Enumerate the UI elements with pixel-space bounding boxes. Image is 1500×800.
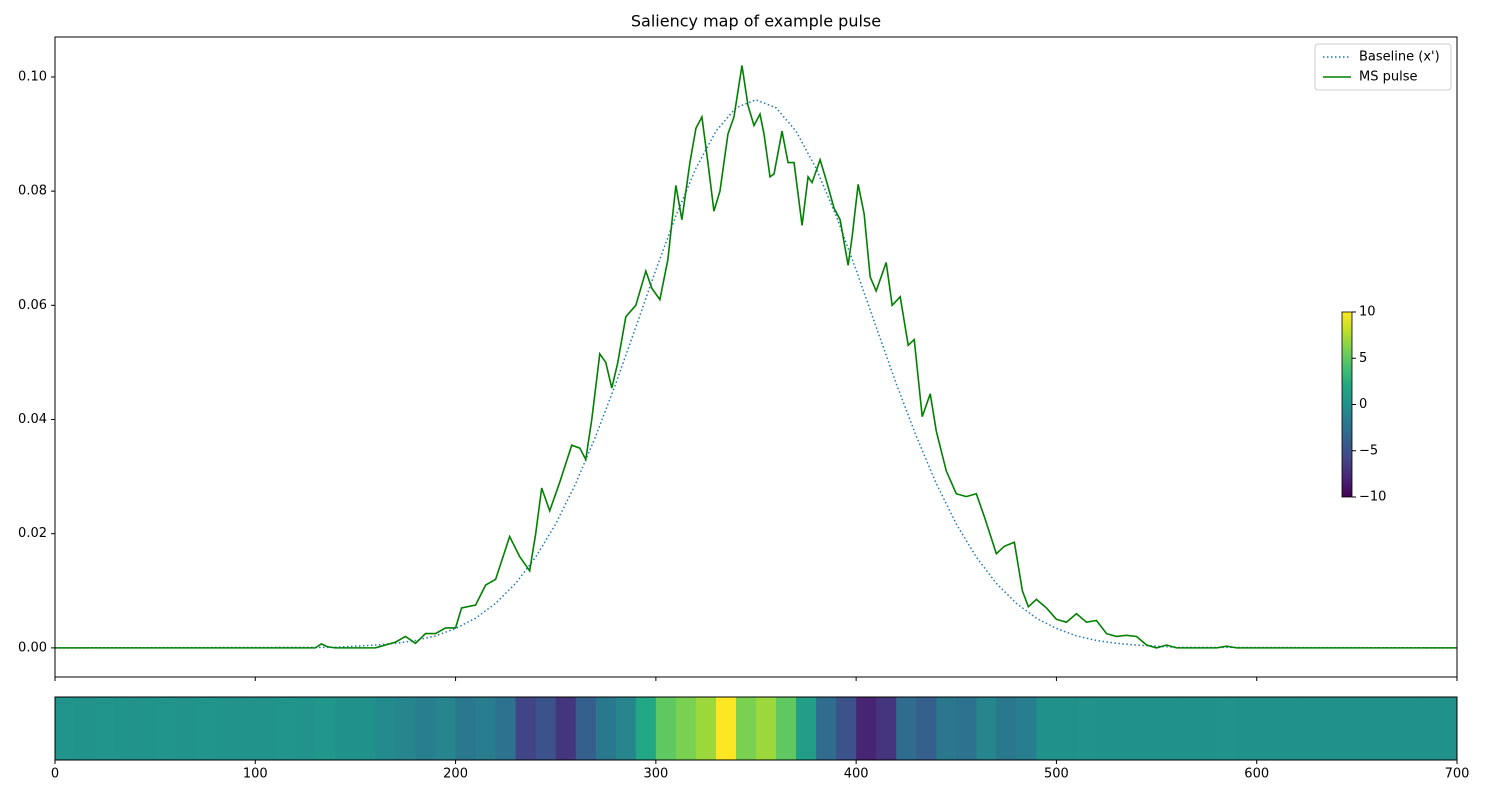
heatmap-cell <box>555 697 577 760</box>
heatmap-cell <box>675 697 697 760</box>
colorbar-tick-label: −10 <box>1359 490 1386 505</box>
heatmap-cell <box>1236 697 1258 760</box>
heatmap-cell <box>395 697 417 760</box>
heatmap-cell <box>575 697 597 760</box>
heatmap-cell <box>455 697 477 760</box>
heatmap-cell <box>876 697 897 760</box>
heatmap-cell <box>1296 697 1318 760</box>
line-series <box>54 98 1458 649</box>
heatmap-cell <box>235 697 256 760</box>
heatmap-cell <box>1276 697 1298 760</box>
heatmap-cell <box>936 697 957 760</box>
heatmap-cell <box>75 697 96 760</box>
heatmap-cell <box>1176 697 1198 760</box>
legend-label: MS pulse <box>1359 70 1417 85</box>
x-tick-label: 400 <box>844 767 869 782</box>
heatmap-cell <box>615 697 637 760</box>
heatmap-cell <box>756 697 777 760</box>
heatmap-cell <box>135 697 156 760</box>
x-tick-label: 600 <box>1244 767 1269 782</box>
heatmap-cell <box>1076 697 1097 760</box>
legend-box <box>1314 43 1452 91</box>
heatmap-cell <box>335 697 356 760</box>
heatmap-cell <box>1016 697 1037 760</box>
heatmap-cell <box>155 697 176 760</box>
heatmap-cell <box>415 697 437 760</box>
heatmap-cell <box>856 697 877 760</box>
heatmap-cell <box>816 697 837 760</box>
heatmap-cell <box>1156 697 1178 760</box>
x-tick-label: 100 <box>243 767 268 782</box>
axes-frame <box>54 36 1458 678</box>
heatmap-cell <box>115 697 136 760</box>
heatmap-frame <box>54 696 1458 761</box>
heatmap-cell <box>1376 697 1398 760</box>
heatmap-cell <box>315 697 336 760</box>
heatmap-cell <box>1336 697 1358 760</box>
heatmap-cell <box>916 697 937 760</box>
heatmap-cell <box>275 697 296 760</box>
heatmap-cell <box>255 697 276 760</box>
heatmap-cell <box>1056 697 1077 760</box>
heatmap-cell <box>175 697 196 760</box>
chart-title: Saliency map of example pulse <box>631 12 881 31</box>
x-tick-label: 300 <box>643 767 668 782</box>
heatmap-cell <box>1036 697 1057 760</box>
heatmap-cell <box>796 697 817 760</box>
heatmap-cell <box>735 697 757 760</box>
heatmap-cell <box>1116 697 1138 760</box>
heatmap-cell <box>1396 697 1418 760</box>
line-series <box>55 65 1457 649</box>
heatmap-cell <box>695 697 717 760</box>
colorbar-tick-label: −5 <box>1359 443 1378 458</box>
heatmap-cell <box>195 697 216 760</box>
heatmap-cell <box>595 697 617 760</box>
heatmap-cell <box>55 697 76 760</box>
heatmap-cell <box>1316 697 1338 760</box>
y-tick-label: 0.06 <box>18 298 47 313</box>
heatmap-cell <box>95 697 116 760</box>
heatmap-cell <box>1416 697 1438 760</box>
heatmap-cell <box>836 697 857 760</box>
heatmap-cell <box>976 697 997 760</box>
y-tick-label: 0.02 <box>18 526 47 541</box>
heatmap-cell <box>295 697 316 760</box>
colorbar-tick-label: 10 <box>1359 305 1376 320</box>
y-tick-label: 0.10 <box>18 69 47 84</box>
heatmap-cell <box>1356 697 1378 760</box>
x-tick-label: 200 <box>443 767 468 782</box>
heatmap-cell <box>1196 697 1218 760</box>
heatmap-cell <box>655 697 677 760</box>
legend-label: Baseline (x') <box>1359 50 1440 65</box>
heatmap-cell <box>535 697 557 760</box>
heatmap-cell <box>515 697 537 760</box>
colorbar-tick-label: 5 <box>1359 351 1367 366</box>
y-tick-label: 0.00 <box>18 640 47 655</box>
heatmap-cell <box>896 697 917 760</box>
y-tick-label: 0.04 <box>18 412 47 427</box>
heatmap-cell <box>475 697 497 760</box>
heatmap-cell <box>1216 697 1238 760</box>
heatmap-cell <box>1256 697 1278 760</box>
x-tick-label: 500 <box>1044 767 1069 782</box>
heatmap-cell <box>1136 697 1158 760</box>
y-tick-label: 0.08 <box>18 184 47 199</box>
colorbar <box>1341 311 1353 498</box>
heatmap-cell <box>1436 697 1458 760</box>
heatmap-cell <box>1096 697 1118 760</box>
heatmap-cell <box>635 697 657 760</box>
heatmap-cell <box>776 697 797 760</box>
heatmap-cell <box>215 697 236 760</box>
heatmap-cell <box>355 697 376 760</box>
heatmap-cell <box>996 697 1017 760</box>
x-tick-label: 700 <box>1445 767 1470 782</box>
heatmap-cell <box>435 697 457 760</box>
heatmap-cell <box>495 697 517 760</box>
colorbar-tick-label: 0 <box>1359 397 1367 412</box>
heatmap-cell <box>956 697 977 760</box>
heatmap-cell <box>375 697 396 760</box>
x-tick-label: 0 <box>51 767 59 782</box>
heatmap-cell <box>715 697 737 760</box>
